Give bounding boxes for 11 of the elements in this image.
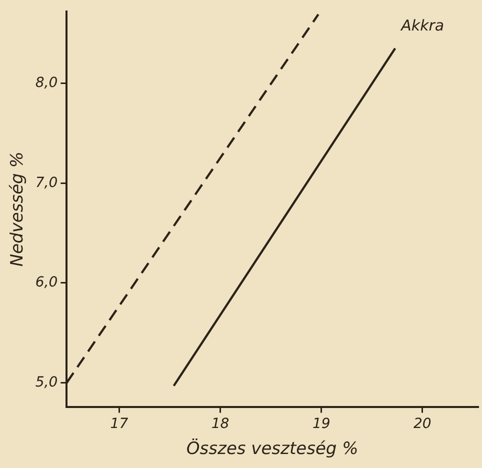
x-tick-label: 19	[312, 416, 330, 432]
y-axis-title: Nedvesség %	[8, 152, 28, 267]
y-tick-label: 7,0	[35, 174, 58, 191]
y-tick-label: 5,0	[35, 374, 58, 390]
x-tick-label: 20	[414, 416, 432, 432]
y-tick-label: 6,0	[35, 274, 58, 291]
y-tick-label: 8,0	[35, 74, 58, 91]
x-tick-label: 17	[110, 416, 128, 432]
x-tick-label: 18	[211, 416, 230, 432]
x-axis-title: Összes veszteség %	[186, 438, 358, 460]
series-label: Akkra	[400, 16, 444, 35]
